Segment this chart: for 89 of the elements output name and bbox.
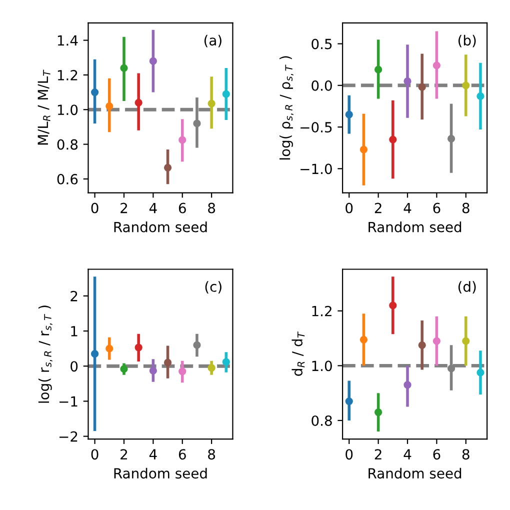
point — [462, 82, 470, 90]
x-tick-label: 6 — [178, 449, 186, 460]
point — [134, 344, 142, 352]
x-tick-label: 6 — [178, 202, 186, 214]
x-tick-label: 4 — [149, 202, 157, 214]
point — [120, 64, 128, 72]
y-tick-label: 0.5 — [312, 38, 332, 50]
point — [134, 98, 142, 106]
point — [106, 344, 114, 352]
y-tick-label: 0.8 — [57, 139, 78, 150]
annotation: (b) — [458, 34, 476, 48]
annotation: (a) — [204, 34, 222, 48]
annotation: (c) — [205, 281, 222, 294]
point — [476, 92, 484, 100]
x-axis-title: Random seed — [368, 222, 462, 232]
x-tick-label: 0 — [91, 202, 98, 214]
x-tick-label: 0 — [346, 202, 353, 214]
point — [193, 120, 201, 128]
point — [345, 110, 353, 118]
point — [447, 364, 456, 372]
point — [418, 83, 426, 91]
x-tick-label: 0 — [91, 449, 98, 460]
x-tick-label: 2 — [374, 202, 382, 214]
point — [208, 364, 216, 372]
y-tick-label: 2 — [70, 290, 78, 302]
point — [432, 62, 441, 70]
point — [404, 381, 412, 389]
point — [222, 90, 230, 98]
x-tick-label: 4 — [149, 449, 157, 460]
point — [462, 337, 470, 345]
point — [404, 77, 412, 86]
y-axis-title: log( r$_{s,R}$ / r$_{s,T}$ ) — [38, 306, 52, 403]
point — [149, 57, 157, 65]
x-tick-label: 4 — [404, 202, 412, 214]
y-axis-title: log( ρ$_{s,R}$ / ρ$_{s,T}$ ) — [280, 56, 294, 160]
x-tick-label: 8 — [462, 202, 470, 214]
x-tick-label: 8 — [462, 449, 470, 460]
x-axis-title: Random seed — [114, 222, 207, 232]
point — [90, 350, 99, 358]
point — [164, 164, 172, 172]
x-tick-label: 4 — [404, 449, 412, 460]
point — [90, 88, 99, 96]
point — [120, 365, 128, 373]
annotation: (d) — [458, 281, 476, 294]
point — [208, 100, 216, 108]
x-tick-label: 6 — [433, 202, 440, 214]
point — [374, 408, 382, 416]
point — [178, 368, 186, 376]
point — [164, 358, 172, 366]
y-tick-label: −1.0 — [300, 164, 332, 174]
y-tick-label: 1.0 — [58, 104, 78, 116]
point — [178, 136, 186, 144]
y-tick-label: −0.5 — [300, 122, 332, 133]
point — [389, 302, 397, 310]
x-tick-label: 8 — [208, 202, 216, 214]
y-tick-label: 0.6 — [57, 174, 78, 184]
y-tick-label: 1.4 — [58, 35, 78, 46]
y-tick-label: 1.0 — [312, 360, 332, 372]
y-tick-label: 0.0 — [312, 80, 332, 91]
x-tick-label: 2 — [374, 449, 382, 460]
point — [345, 397, 353, 406]
point — [149, 366, 157, 374]
point — [476, 368, 484, 376]
x-tick-label: 6 — [433, 449, 440, 460]
x-tick-label: 0 — [346, 449, 353, 460]
y-axis-title: M/L$_{R}$ / M/L$_{T}$ — [38, 70, 50, 145]
x-tick-label: 2 — [120, 202, 128, 214]
point — [447, 134, 456, 143]
y-tick-label: 0 — [70, 361, 78, 372]
x-axis-title: Random seed — [114, 468, 207, 479]
point — [193, 341, 201, 349]
y-tick-label: −2 — [60, 431, 78, 442]
y-tick-label: 1.2 — [58, 70, 78, 80]
y-tick-label: 1.2 — [312, 306, 332, 316]
point — [374, 66, 382, 74]
x-tick-label: 8 — [208, 449, 216, 460]
y-axis-title: d$_{R}$ / d$_{T}$ — [292, 331, 305, 376]
y-tick-label: −1 — [60, 396, 78, 406]
point — [389, 136, 397, 144]
point — [106, 102, 114, 110]
point — [360, 336, 368, 344]
x-tick-label: 2 — [120, 449, 128, 460]
y-tick-label: 1 — [71, 326, 78, 336]
y-tick-label: 0.8 — [312, 415, 332, 426]
x-axis-title: Random seed — [368, 468, 462, 479]
point — [360, 146, 368, 154]
point — [432, 337, 441, 345]
point — [222, 358, 230, 366]
point — [418, 341, 426, 349]
